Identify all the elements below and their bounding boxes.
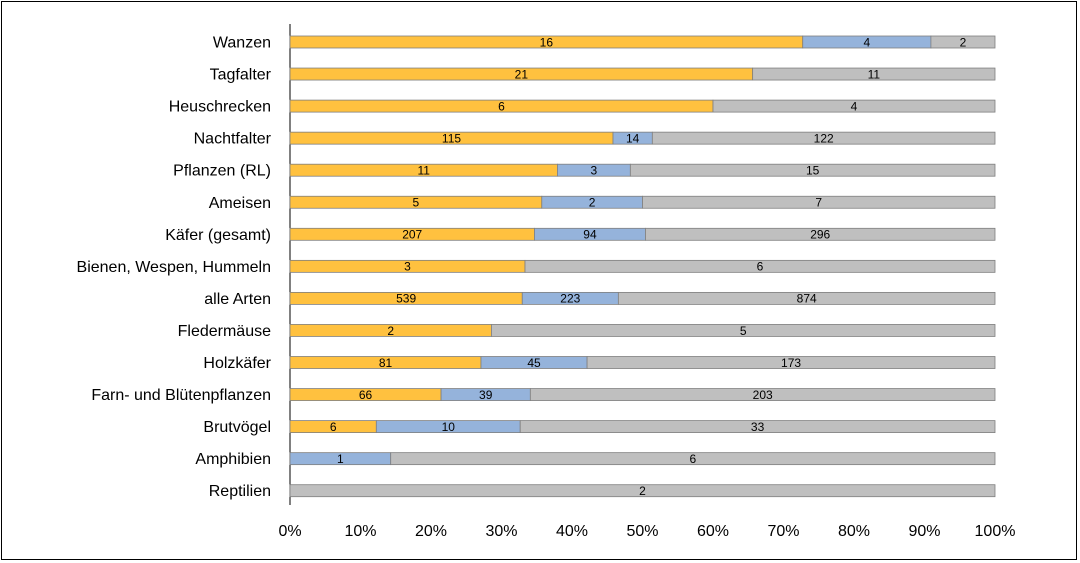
x-tick-label: 10% bbox=[344, 523, 376, 540]
category-label: Heuschrecken bbox=[169, 99, 271, 116]
x-tick-label: 50% bbox=[626, 523, 658, 540]
category-label: Holzkäfer bbox=[203, 355, 271, 372]
bar-segment bbox=[586, 356, 996, 369]
category-label: Wanzen bbox=[213, 35, 271, 52]
data-label: 33 bbox=[751, 420, 765, 434]
bar-segment bbox=[712, 99, 996, 113]
x-tick-label: 0% bbox=[278, 523, 301, 540]
bar-segment bbox=[642, 195, 996, 209]
x-tick-label: 30% bbox=[485, 523, 517, 540]
data-label: 6 bbox=[498, 99, 505, 113]
x-tick-label: 80% bbox=[838, 523, 870, 540]
data-label: 45 bbox=[527, 356, 541, 370]
data-label: 122 bbox=[814, 131, 834, 145]
data-label: 2 bbox=[639, 484, 646, 498]
category-label: Ameisen bbox=[209, 195, 271, 212]
bar-segment bbox=[651, 131, 996, 145]
data-label: 39 bbox=[479, 388, 493, 402]
category-label: Tagfalter bbox=[210, 67, 272, 84]
x-tick-label: 40% bbox=[556, 523, 588, 540]
bar-segment bbox=[529, 388, 996, 401]
bar-segment bbox=[289, 484, 996, 498]
x-tick-label: 70% bbox=[767, 523, 799, 540]
data-label: 66 bbox=[359, 388, 373, 402]
bar-segment bbox=[491, 324, 996, 337]
category-label: Farn- und Blütenpflanzen bbox=[91, 387, 271, 404]
x-tick-label: 20% bbox=[415, 523, 447, 540]
data-label: 5 bbox=[413, 196, 420, 210]
data-label: 539 bbox=[396, 292, 416, 306]
data-label: 2 bbox=[387, 324, 394, 338]
data-label: 2 bbox=[960, 35, 967, 49]
x-tick-label: 100% bbox=[975, 523, 1016, 540]
category-label: Nachtfalter bbox=[194, 131, 272, 148]
data-label: 2 bbox=[589, 196, 596, 210]
category-label: Fledermäuse bbox=[178, 323, 271, 340]
data-label: 4 bbox=[851, 99, 858, 113]
data-label: 223 bbox=[560, 292, 580, 306]
category-label: alle Arten bbox=[204, 291, 271, 308]
data-label: 94 bbox=[583, 228, 597, 242]
data-label: 6 bbox=[690, 452, 697, 466]
data-label: 21 bbox=[515, 67, 529, 81]
data-label: 15 bbox=[806, 164, 820, 178]
data-label: 3 bbox=[591, 164, 598, 178]
data-label: 7 bbox=[815, 196, 822, 210]
data-label: 173 bbox=[781, 356, 801, 370]
data-label: 11 bbox=[868, 67, 881, 81]
bar-segment bbox=[617, 291, 996, 305]
bar-segment bbox=[629, 163, 996, 177]
data-label: 5 bbox=[740, 324, 747, 338]
bar-segment bbox=[519, 420, 996, 434]
bar-segment bbox=[930, 35, 996, 49]
data-label: 1 bbox=[337, 452, 344, 466]
bar-segment bbox=[390, 452, 996, 466]
bar-segment bbox=[752, 67, 996, 81]
category-label: Bienen, Wespen, Hummeln bbox=[77, 259, 271, 276]
data-label: 203 bbox=[753, 388, 773, 402]
data-label: 16 bbox=[540, 35, 554, 49]
bar-segment bbox=[645, 227, 996, 241]
data-label: 10 bbox=[442, 420, 456, 434]
data-label: 14 bbox=[626, 131, 640, 145]
category-label: Käfer (gesamt) bbox=[165, 227, 271, 244]
data-label: 6 bbox=[757, 260, 764, 274]
category-label: Pflanzen (RL) bbox=[173, 163, 271, 180]
data-label: 81 bbox=[379, 356, 393, 370]
data-label: 207 bbox=[402, 228, 422, 242]
bar-segment bbox=[524, 259, 996, 273]
data-label: 4 bbox=[863, 35, 870, 49]
category-label: Amphibien bbox=[195, 451, 271, 468]
data-label: 874 bbox=[797, 292, 817, 306]
category-label: Brutvögel bbox=[203, 419, 271, 436]
category-label: Reptilien bbox=[209, 483, 271, 500]
data-label: 115 bbox=[442, 131, 461, 145]
x-tick-label: 60% bbox=[697, 523, 729, 540]
x-tick-label: 90% bbox=[908, 523, 940, 540]
data-label: 6 bbox=[330, 420, 337, 434]
data-label: 11 bbox=[417, 164, 430, 178]
data-label: 296 bbox=[810, 228, 830, 242]
data-label: 3 bbox=[404, 260, 411, 274]
